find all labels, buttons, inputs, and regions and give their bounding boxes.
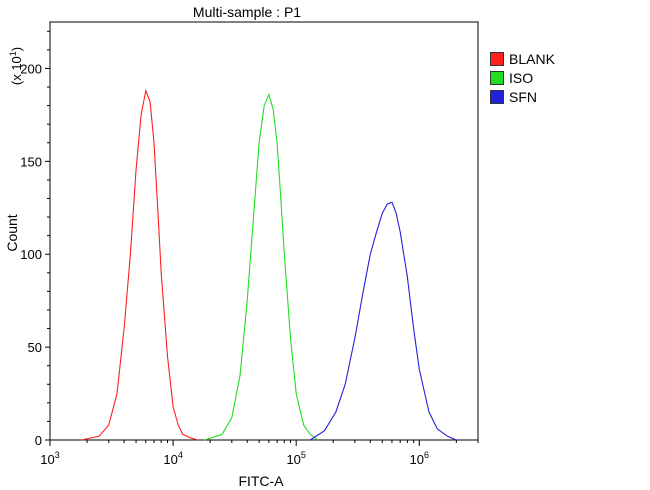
legend-item-blank: BLANK [490, 50, 555, 68]
y-multiplier-label: (x 101) [8, 47, 24, 85]
x-tick-exponent: 5 [301, 450, 306, 460]
series-line-sfn [309, 201, 457, 441]
legend-swatch [490, 52, 504, 66]
x-tick-label: 103 [40, 450, 59, 467]
legend: BLANK ISO SFN [490, 50, 555, 107]
series-line-blank [81, 88, 199, 441]
legend-item-sfn: SFN [490, 88, 555, 106]
y-axis-ticks: 0 50 100 150 200 [20, 30, 50, 448]
legend-swatch [490, 90, 504, 104]
y-multiplier-exponent: 1 [8, 51, 18, 56]
x-tick-label: 106 [410, 450, 429, 467]
y-axis-label: Count [4, 214, 20, 251]
y-tick-label: 200 [20, 61, 42, 76]
x-tick-label: 104 [163, 450, 182, 467]
x-axis-label: FITC-A [238, 473, 284, 489]
x-tick-base: 10 [410, 452, 424, 467]
y-multiplier-close: ) [9, 47, 24, 51]
y-tick-label: 150 [20, 154, 42, 169]
legend-swatch [490, 71, 504, 85]
series-line-iso [204, 92, 319, 441]
x-tick-exponent: 6 [424, 450, 429, 460]
legend-item-iso: ISO [490, 69, 555, 87]
y-multiplier-text: (x 10 [9, 56, 24, 85]
chart-title: Multi-sample : P1 [193, 4, 301, 20]
y-tick-label: 50 [28, 340, 42, 355]
x-tick-label: 105 [286, 450, 305, 467]
legend-label: SFN [509, 89, 537, 105]
plot-frame [49, 21, 479, 441]
histogram-series [81, 88, 457, 441]
y-tick-label: 0 [35, 433, 42, 448]
x-tick-base: 10 [286, 452, 300, 467]
y-tick-label: 100 [20, 247, 42, 262]
x-axis-ticks: 103 104 105 106 [40, 440, 479, 467]
x-tick-base: 10 [40, 452, 54, 467]
x-tick-exponent: 3 [55, 450, 60, 460]
legend-label: BLANK [509, 51, 555, 67]
x-tick-exponent: 4 [178, 450, 183, 460]
x-tick-base: 10 [163, 452, 177, 467]
legend-label: ISO [509, 70, 534, 86]
